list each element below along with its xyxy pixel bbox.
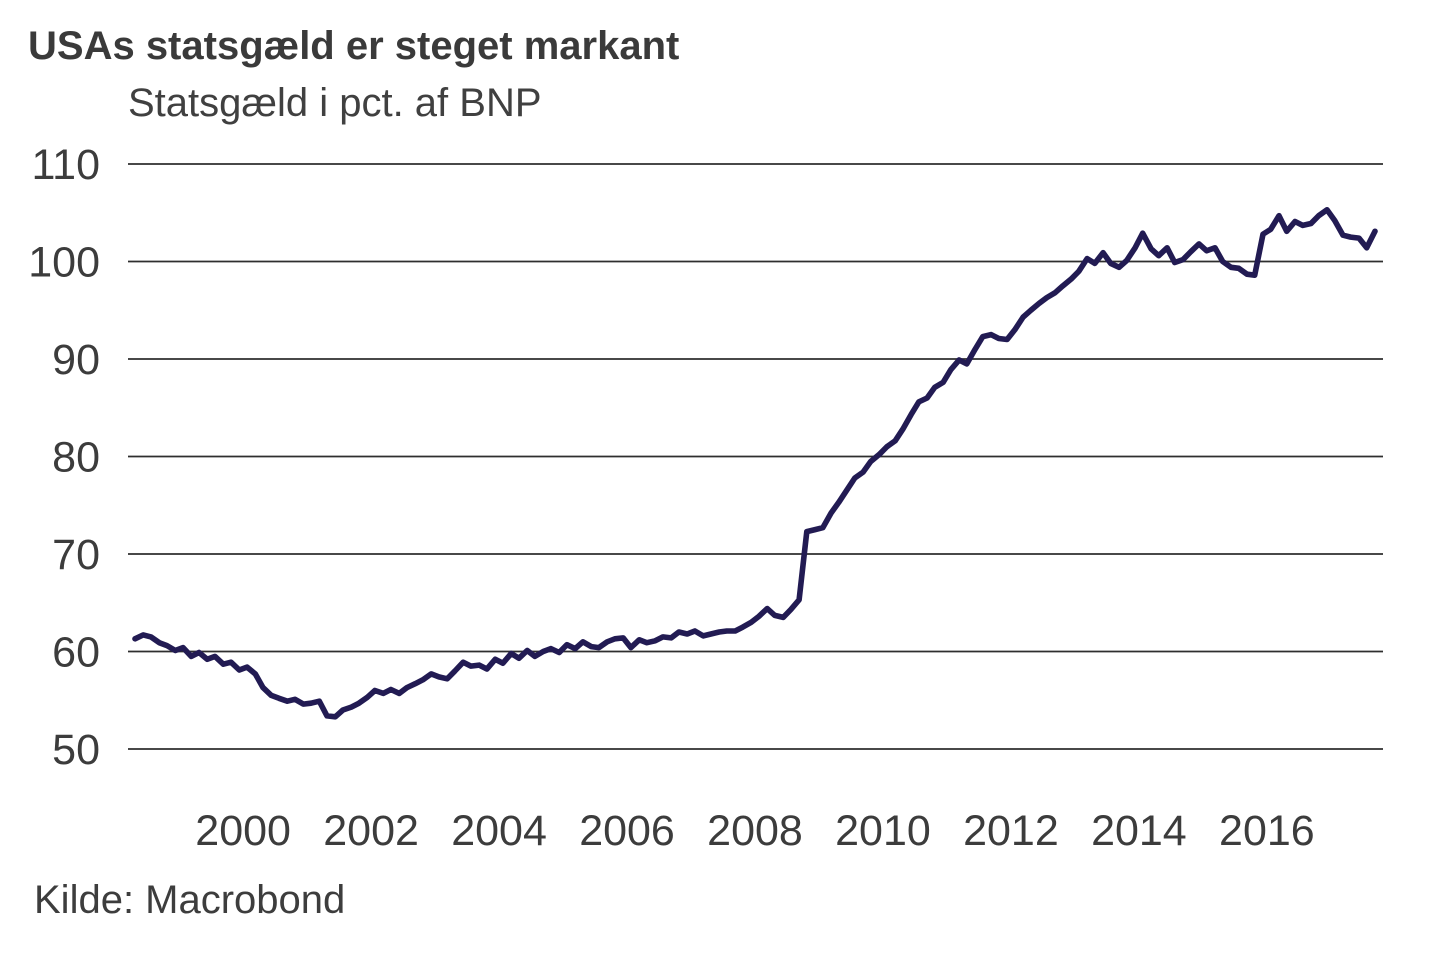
y-tick-label-110: 110 <box>31 141 100 189</box>
x-tick-label-2000: 2000 <box>195 807 291 855</box>
x-tick-label-2002: 2002 <box>323 807 419 855</box>
debt-line <box>132 207 1378 720</box>
chart-title: USAs statsgæld er steget markant <box>28 24 680 68</box>
source-label: Kilde: Macrobond <box>34 878 346 922</box>
x-tick-label-2010: 2010 <box>835 807 931 855</box>
x-tick-label-2014: 2014 <box>1091 807 1187 855</box>
y-tick-label-100: 100 <box>28 239 100 287</box>
x-tick-label-2012: 2012 <box>963 807 1059 855</box>
y-tick-label-60: 60 <box>52 629 100 677</box>
y-tick-label-80: 80 <box>52 434 100 482</box>
x-tick-label-2004: 2004 <box>451 807 547 855</box>
x-tick-label-2008: 2008 <box>707 807 803 855</box>
x-tick-label-2016: 2016 <box>1219 807 1315 855</box>
x-tick-label-2006: 2006 <box>579 807 675 855</box>
y-axis-labels: 50 60 70 80 90 100 110 <box>28 141 100 774</box>
chart-subtitle: Statsgæld i pct. af BNP <box>128 81 542 125</box>
y-tick-label-70: 70 <box>52 531 100 579</box>
y-tick-label-90: 90 <box>52 336 100 384</box>
debt-line-group <box>132 207 1378 720</box>
x-axis-labels: 2000 2002 2004 2006 2008 2010 2012 2014 2016 <box>195 807 1314 855</box>
y-tick-label-50: 50 <box>52 726 100 774</box>
